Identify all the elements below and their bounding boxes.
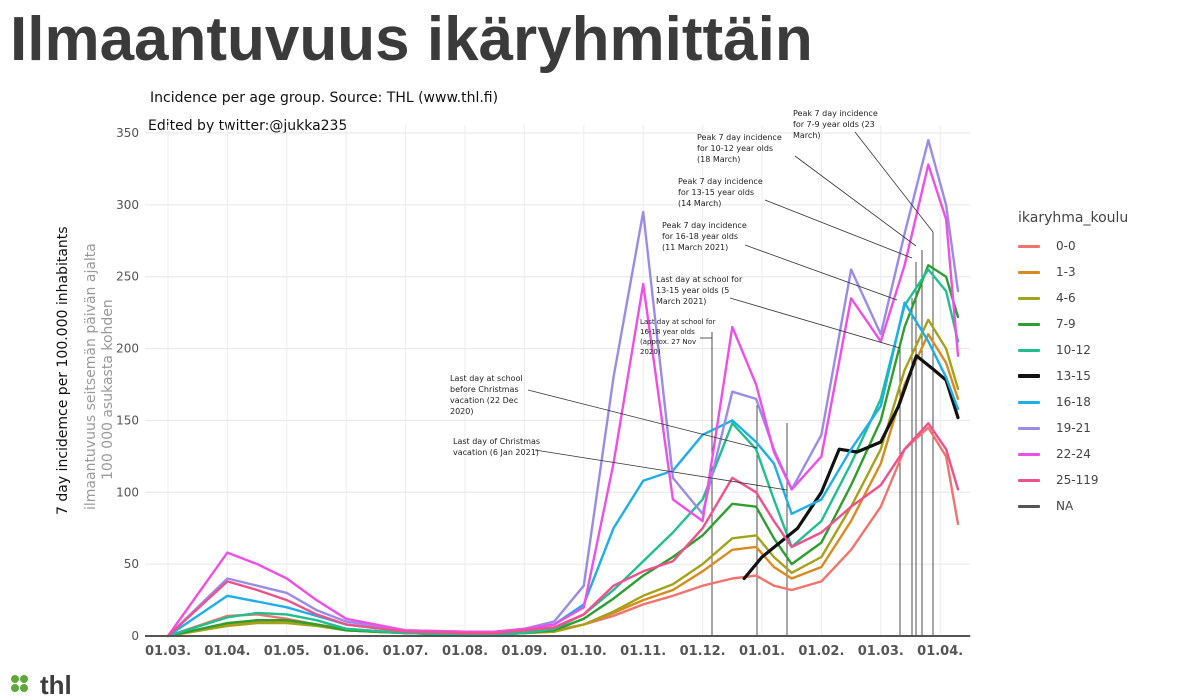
x-tick-label: 01.04. [204,644,250,659]
grid [145,125,971,637]
legend-item: 25-119 [1018,467,1128,493]
x-tick-label: 01.03. [145,644,191,659]
y-tick-label: 250 [116,270,139,284]
annotation-text: Last day of Christmas vacation (6 Jan 202… [453,437,540,457]
x-tick-label: 01.08. [442,644,488,659]
annotation-pointers [527,131,934,491]
legend-swatch [1018,400,1040,404]
chart-source-caption: Incidence per age group. Source: THL (ww… [150,90,499,106]
annotation-pointer-line [534,449,788,491]
x-tick-label: 01.06. [323,644,369,659]
annotation-text: Last day at school before Christmas vacati… [450,374,523,416]
legend-label: 25-119 [1056,473,1099,487]
annotation-pointer-line [744,244,898,301]
legend-item: 7-9 [1018,311,1128,337]
x-tick-label: 01.02. [798,644,844,659]
legend-item: NA [1018,493,1128,519]
annotation-text: Last day at school for 16-18 year olds (ap… [640,318,716,356]
slide-title: Ilmaantuvuus ikäryhmittäin [10,5,813,74]
x-tick-label: 01.10. [561,644,607,659]
legend-item: 22-24 [1018,441,1128,467]
x-tick-label: 01.12. [680,644,726,659]
legend-label: NA [1056,499,1074,513]
annotation-pointer-line [527,389,758,449]
x-tick-label: 01.01. [739,644,785,659]
legend-swatch [1018,478,1040,482]
legend-swatch [1018,322,1040,326]
annotation-text: Peak 7 day incidence for 10-12 year olds(… [697,133,782,164]
x-tick-label: 01.07. [383,644,429,659]
series-line [166,163,960,638]
legend-swatch [1018,426,1040,430]
annotation-text: Last day at school for 13-15 year olds (5… [656,275,743,306]
series-lines [166,139,960,638]
legend-label: 1-3 [1056,265,1076,279]
legend-label: 22-24 [1056,447,1091,461]
annotation-text: Peak 7 day incidence for 13-15 year olds(… [678,177,763,208]
legend-swatch [1018,348,1040,352]
annotation-pointer-line [794,155,917,247]
legend: ikaryhma_koulu 0-0 1-3 4-6 7-9 10-12 13-15 16-… [1018,210,1128,519]
legend-item: 0-0 [1018,233,1128,259]
y-tick-label: 0 [131,629,139,643]
legend-item: 10-12 [1018,337,1128,363]
series-line [742,354,960,581]
annotation-pointer-line [729,297,901,349]
legend-label: 7-9 [1056,317,1076,331]
x-tick-label: 01.05. [264,644,310,659]
legend-label: 13-15 [1056,369,1091,383]
legend-swatch [1018,452,1040,456]
legend-item: 13-15 [1018,363,1128,389]
x-tick-label: 01.04. [917,644,963,659]
annotation-pointer-line [764,199,913,259]
thl-leaf-icon [11,675,28,692]
chart-edited-caption: Edited by twitter:@jukka235 [148,118,348,134]
x-tick-label: 01.09. [501,644,547,659]
legend-swatch [1018,504,1040,508]
legend-swatch [1018,296,1040,300]
y-tick-label: 350 [116,126,139,140]
legend-label: 16-18 [1056,395,1091,409]
series-line [166,264,960,638]
annotation-text: Peak 7 day incidence for 7-9 year olds (2… [793,109,878,140]
annotation-text: Peak 7 day incidence for 16-18 year olds(… [662,221,747,252]
x-tick-label: 01.11. [620,644,666,659]
annotations: Peak 7 day incidence for 7-9 year olds (2… [450,109,878,457]
legend-title: ikaryhma_koulu [1018,210,1129,226]
series-line [166,422,960,638]
logo-text: thl [40,670,72,700]
annotation-pointer-line [854,131,934,233]
legend-item: 1-3 [1018,259,1128,285]
x-tick-label: 01.03. [858,644,904,659]
legend-swatch [1018,244,1040,248]
series-line [166,139,960,638]
legend-item: 16-18 [1018,389,1128,415]
legend-label: 4-6 [1056,291,1076,305]
y-tick-label: 300 [116,198,139,212]
y-tick-label: 200 [116,342,139,356]
legend-label: 19-21 [1056,421,1091,435]
legend-item: 4-6 [1018,285,1128,311]
legend-item: 19-21 [1018,415,1128,441]
y-tick-label: 100 [116,485,139,499]
axes: 0 50 100 150 200 250 300 350 01.03. 01.04. 01.05. 0… [116,126,971,659]
y-tick-label: 50 [124,557,139,571]
legend-swatch [1018,270,1040,274]
thl-logo: thl [8,672,72,698]
y-tick-label: 150 [116,413,139,427]
legend-label: 0-0 [1056,239,1076,253]
legend-label: 10-12 [1056,343,1091,357]
legend-swatch [1018,374,1040,378]
